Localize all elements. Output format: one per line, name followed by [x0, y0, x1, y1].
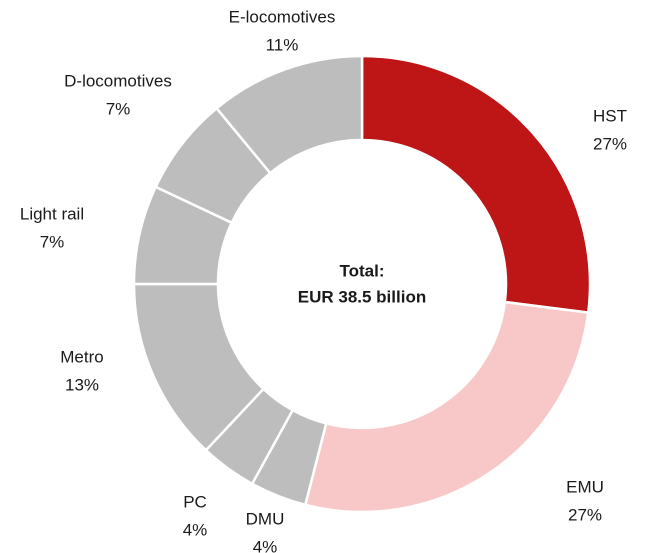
segment-label: EMU [566, 477, 604, 496]
segment-label: PC [183, 492, 207, 511]
segment-value: 27% [593, 134, 627, 153]
segment-value: 4% [183, 520, 208, 539]
segment-label: Light rail [20, 204, 84, 223]
donut-segment [303, 300, 590, 514]
segment-label: DMU [246, 509, 285, 528]
segment-value: 7% [40, 232, 65, 251]
donut-segment [214, 54, 364, 175]
segment-value: 7% [106, 99, 131, 118]
center-label: Total: [339, 261, 384, 280]
segment-label: HST [593, 106, 627, 125]
segment-value: 27% [568, 505, 602, 524]
donut-segment [360, 54, 592, 314]
segment-value: 13% [65, 375, 99, 394]
segment-value: 4% [253, 537, 278, 553]
center-label: EUR 38.5 billion [298, 287, 426, 306]
segment-value: 11% [266, 35, 299, 54]
segment-label: Metro [60, 347, 103, 366]
segment-label: D-locomotives [64, 71, 172, 90]
segment-label: E-locomotives [229, 7, 336, 26]
